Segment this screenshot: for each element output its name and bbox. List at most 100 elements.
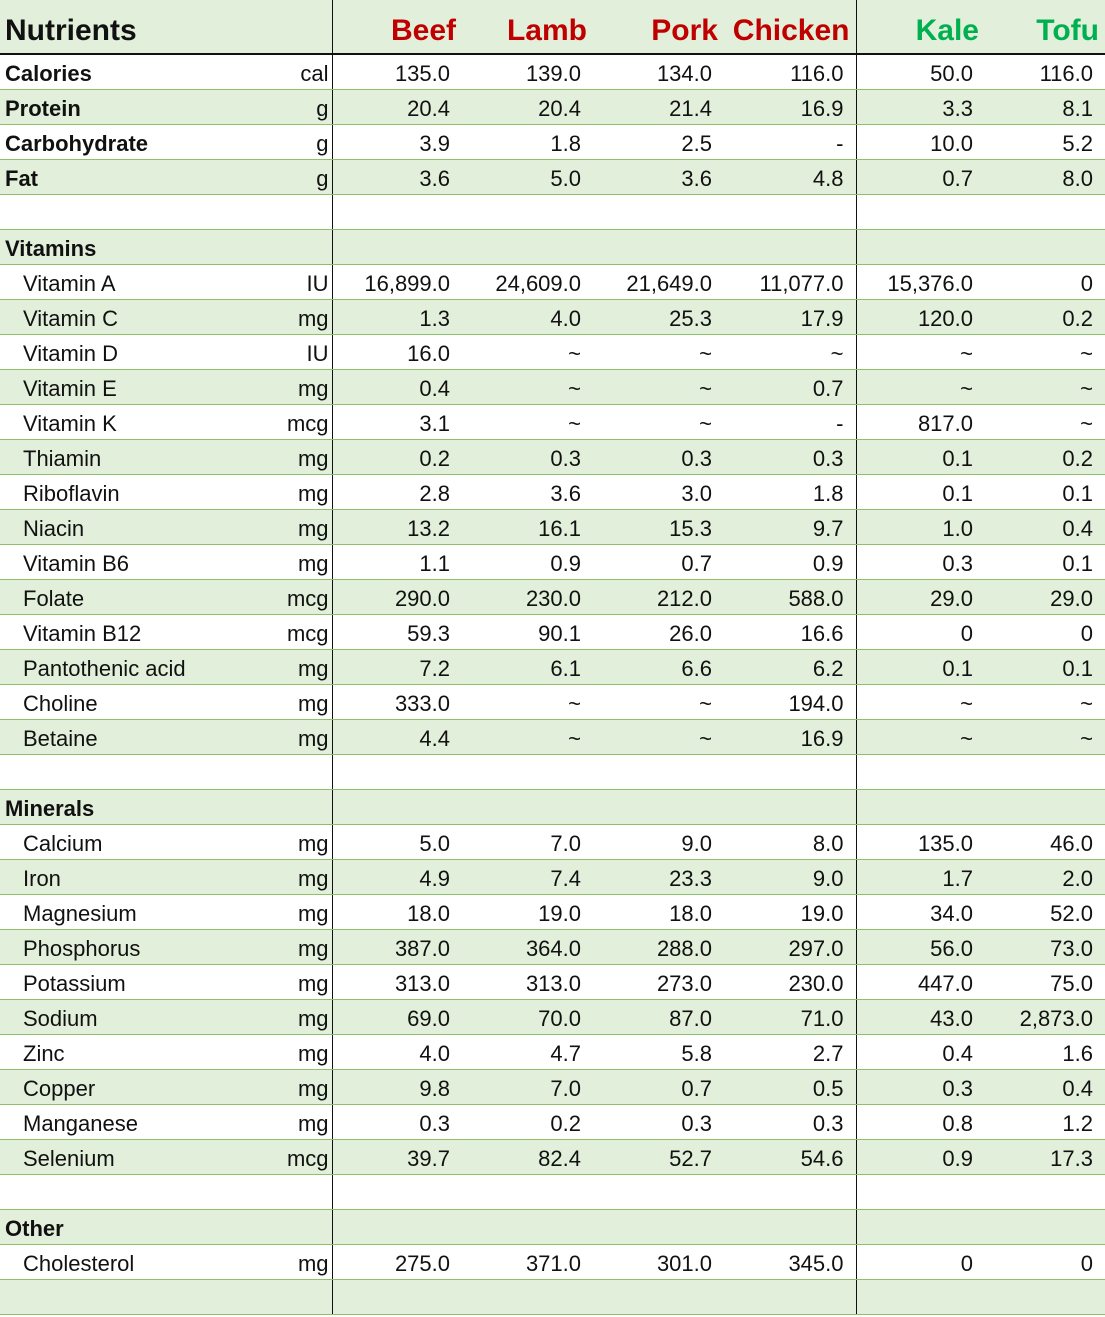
value-cell[interactable]: 0 [985,1244,1105,1280]
value-cell[interactable]: 230.0 [724,964,857,1000]
value-cell[interactable] [462,1209,593,1245]
value-cell[interactable]: 0.7 [593,1069,724,1105]
row-label[interactable]: Niacin [0,509,260,545]
value-cell[interactable]: ~ [462,684,593,720]
value-cell[interactable]: 46.0 [985,824,1105,860]
value-cell[interactable] [462,754,593,790]
value-cell[interactable]: 8.1 [985,89,1105,125]
unit-cell[interactable]: mg [260,1104,333,1140]
value-cell[interactable]: 11,077.0 [724,264,857,300]
value-cell[interactable]: 0.5 [724,1069,857,1105]
value-cell[interactable]: 1.1 [332,544,462,580]
value-cell[interactable]: ~ [724,334,857,370]
value-cell[interactable]: ~ [985,369,1105,405]
row-label[interactable]: Manganese [0,1104,260,1140]
value-cell[interactable]: 15,376.0 [856,264,985,300]
unit-cell[interactable]: mg [260,894,333,930]
value-cell[interactable]: 6.6 [593,649,724,685]
value-cell[interactable] [724,1209,857,1245]
value-cell[interactable]: 0 [856,614,985,650]
value-cell[interactable]: ~ [856,719,985,755]
column-header-lamb[interactable]: Lamb [462,0,593,55]
value-cell[interactable]: 18.0 [332,894,462,930]
value-cell[interactable]: 56.0 [856,929,985,965]
value-cell[interactable]: 4.0 [462,299,593,335]
row-label[interactable]: Vitamin B6 [0,544,260,580]
value-cell[interactable]: ~ [593,369,724,405]
value-cell[interactable]: 16,899.0 [332,264,462,300]
row-label[interactable]: Vitamins [0,229,260,265]
value-cell[interactable]: 34.0 [856,894,985,930]
value-cell[interactable]: 194.0 [724,684,857,720]
unit-cell[interactable]: mg [260,649,333,685]
unit-cell[interactable]: mg [260,299,333,335]
row-label[interactable]: Vitamin B12 [0,614,260,650]
value-cell[interactable]: 120.0 [856,299,985,335]
value-cell[interactable]: 0.4 [332,369,462,405]
value-cell[interactable] [332,754,462,790]
value-cell[interactable]: ~ [593,719,724,755]
value-cell[interactable]: 87.0 [593,999,724,1035]
value-cell[interactable] [462,194,593,230]
value-cell[interactable]: 345.0 [724,1244,857,1280]
value-cell[interactable]: 7.0 [462,824,593,860]
value-cell[interactable] [724,1279,857,1315]
value-cell[interactable]: 1.0 [856,509,985,545]
value-cell[interactable]: 4.4 [332,719,462,755]
unit-cell[interactable]: mg [260,999,333,1035]
value-cell[interactable]: 52.7 [593,1139,724,1175]
value-cell[interactable]: 26.0 [593,614,724,650]
value-cell[interactable]: 5.0 [332,824,462,860]
unit-cell[interactable]: mg [260,684,333,720]
value-cell[interactable]: ~ [985,684,1105,720]
unit-cell[interactable]: mg [260,439,333,475]
value-cell[interactable]: 18.0 [593,894,724,930]
value-cell[interactable]: 0.3 [724,439,857,475]
value-cell[interactable] [856,789,985,825]
value-cell[interactable] [332,1209,462,1245]
value-cell[interactable]: 0.1 [856,649,985,685]
value-cell[interactable]: 1.6 [985,1034,1105,1070]
value-cell[interactable]: 0.3 [856,1069,985,1105]
value-cell[interactable]: 3.0 [593,474,724,510]
value-cell[interactable]: ~ [985,719,1105,755]
value-cell[interactable] [593,1174,724,1210]
row-label[interactable]: Betaine [0,719,260,755]
value-cell[interactable]: 15.3 [593,509,724,545]
value-cell[interactable]: ~ [593,334,724,370]
value-cell[interactable]: 0 [985,264,1105,300]
value-cell[interactable]: 0.4 [985,509,1105,545]
row-label[interactable]: Carbohydrate [0,124,260,160]
value-cell[interactable]: 3.3 [856,89,985,125]
value-cell[interactable]: 6.2 [724,649,857,685]
value-cell[interactable] [332,1174,462,1210]
value-cell[interactable]: 0.3 [462,439,593,475]
unit-cell[interactable]: IU [260,264,333,300]
value-cell[interactable] [985,754,1105,790]
value-cell[interactable]: 0.4 [985,1069,1105,1105]
value-cell[interactable]: 273.0 [593,964,724,1000]
header-title[interactable]: Nutrients [0,0,260,55]
row-label[interactable]: Fat [0,159,260,195]
column-header-beef[interactable]: Beef [332,0,462,55]
value-cell[interactable] [593,229,724,265]
value-cell[interactable]: 16.9 [724,89,857,125]
value-cell[interactable]: 0.9 [856,1139,985,1175]
value-cell[interactable]: 0.1 [985,544,1105,580]
row-label[interactable]: Vitamin A [0,264,260,300]
value-cell[interactable]: 275.0 [332,1244,462,1280]
unit-cell[interactable]: mcg [260,1139,333,1175]
row-label[interactable] [0,194,260,230]
value-cell[interactable]: 71.0 [724,999,857,1035]
value-cell[interactable]: ~ [856,369,985,405]
value-cell[interactable]: 69.0 [332,999,462,1035]
value-cell[interactable] [332,1279,462,1315]
value-cell[interactable]: 1.8 [462,124,593,160]
row-label[interactable]: Phosphorus [0,929,260,965]
unit-cell[interactable]: mcg [260,614,333,650]
value-cell[interactable]: 9.7 [724,509,857,545]
value-cell[interactable]: 135.0 [856,824,985,860]
value-cell[interactable]: 19.0 [462,894,593,930]
column-header-tofu[interactable]: Tofu [985,0,1105,55]
value-cell[interactable]: 43.0 [856,999,985,1035]
